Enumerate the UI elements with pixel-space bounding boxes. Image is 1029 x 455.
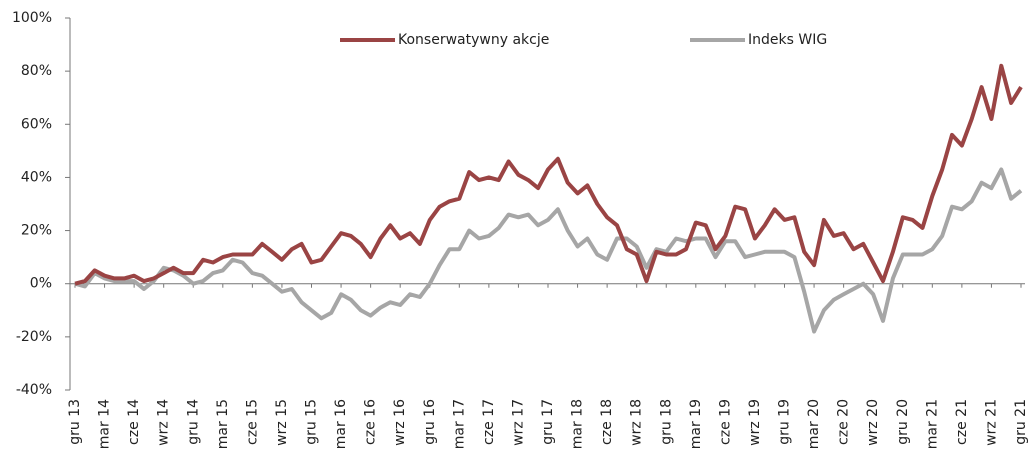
x-tick-label: gru 18 <box>658 399 674 445</box>
y-tick-label: 60% <box>21 116 52 132</box>
x-tick-label: mar 16 <box>333 399 349 449</box>
x-tick-label: wrz 20 <box>865 399 881 446</box>
x-tick-label: wrz 14 <box>156 399 172 446</box>
legend-label: Indeks WIG <box>748 32 827 48</box>
y-tick-label: -20% <box>16 329 52 345</box>
x-tick-label: gru 21 <box>1013 399 1029 445</box>
x-tick-label: wrz 15 <box>274 399 290 446</box>
x-tick-label: mar 20 <box>806 399 822 449</box>
x-tick-label: gru 16 <box>422 399 438 445</box>
x-tick-label: gru 14 <box>185 399 201 445</box>
x-tick-label: gru 13 <box>67 399 83 445</box>
y-tick-label: 0% <box>30 276 52 292</box>
y-tick-label: 80% <box>21 63 52 79</box>
y-tick-label: 40% <box>21 169 52 185</box>
x-tick-label: cze 20 <box>836 399 852 445</box>
x-tick-label: wrz 16 <box>392 399 408 446</box>
x-tick-label: wrz 19 <box>747 399 763 446</box>
x-tick-label: wrz 21 <box>983 399 999 446</box>
x-tick-label: mar 14 <box>97 399 113 449</box>
x-tick-label: gru 17 <box>540 399 556 445</box>
x-tick-label: cze 17 <box>481 399 497 445</box>
x-tick-label: cze 21 <box>954 399 970 445</box>
x-tick-label: cze 18 <box>599 399 615 445</box>
x-tick-label: wrz 17 <box>510 399 526 446</box>
x-tick-label: cze 19 <box>717 399 733 445</box>
x-tick-label: gru 19 <box>777 399 793 445</box>
x-tick-label: wrz 18 <box>629 399 645 446</box>
x-tick-label: cze 15 <box>244 399 260 445</box>
x-tick-label: mar 19 <box>688 399 704 449</box>
x-tick-label: cze 14 <box>126 399 142 445</box>
y-tick-label: -40% <box>16 382 52 398</box>
x-tick-label: mar 21 <box>924 399 940 449</box>
x-tick-label: mar 15 <box>215 399 231 449</box>
x-tick-label: cze 16 <box>363 399 379 445</box>
series-line <box>74 63 1023 286</box>
x-tick-label: gru 20 <box>895 399 911 445</box>
y-tick-label: 20% <box>21 223 52 239</box>
series-line <box>74 167 1023 334</box>
x-tick-label: mar 18 <box>570 399 586 449</box>
y-tick-label: 100% <box>12 10 52 26</box>
legend-label: Konserwatywny akcje <box>398 32 549 48</box>
x-tick-label: gru 15 <box>304 399 320 445</box>
x-tick-label: mar 17 <box>451 399 467 449</box>
